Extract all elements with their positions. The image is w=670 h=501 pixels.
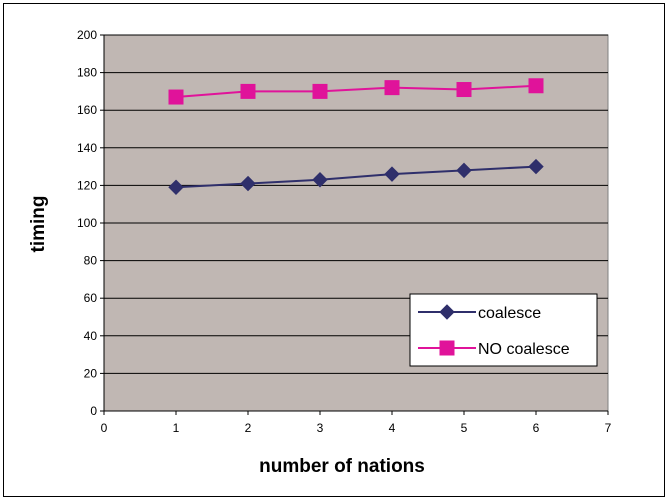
legend-marker-0 xyxy=(439,304,455,320)
y-tick-label-120: 120 xyxy=(77,178,97,192)
series-0-point-4 xyxy=(456,162,472,179)
y-tick-label-0: 0 xyxy=(90,404,97,418)
series-1-point-5 xyxy=(528,78,544,94)
series-1-point-2 xyxy=(312,83,328,99)
x-tick-label-0: 0 xyxy=(101,421,108,435)
y-tick-label-100: 100 xyxy=(77,216,97,230)
legend-marker-1 xyxy=(439,340,455,356)
x-tick-label-6: 6 xyxy=(533,421,540,435)
y-tick-label-200: 200 xyxy=(77,28,97,42)
legend: coalesce NO coalesce xyxy=(409,293,598,367)
series-line-1 xyxy=(175,84,537,99)
series-1-point-0 xyxy=(168,89,184,105)
x-tick-label-3: 3 xyxy=(317,421,324,435)
series-0 xyxy=(168,158,544,195)
x-tick-label-5: 5 xyxy=(461,421,468,435)
x-tick-label-4: 4 xyxy=(389,421,396,435)
x-tick-label-7: 7 xyxy=(605,421,612,435)
x-tick-labels: 0 1 2 3 4 5 6 7 xyxy=(101,411,612,435)
series-0-point-1 xyxy=(240,175,256,192)
series-1-point-3 xyxy=(384,80,400,96)
series-1-point-1 xyxy=(240,83,256,99)
y-tick-label-40: 40 xyxy=(84,329,98,343)
y-tick-label-140: 140 xyxy=(77,141,97,155)
series-1 xyxy=(168,78,544,105)
series-0-point-3 xyxy=(384,166,400,182)
y-tick-label-80: 80 xyxy=(84,254,98,268)
y-tick-labels: 0 20 40 60 80 100 120 140 160 180 200 xyxy=(77,28,104,418)
y-tick-label-160: 160 xyxy=(77,103,97,117)
series-layer xyxy=(168,78,544,195)
y-tick-label-20: 20 xyxy=(84,366,98,380)
y-axis-title: timing xyxy=(28,196,49,253)
series-1-point-4 xyxy=(456,82,472,98)
y-tick-label-60: 60 xyxy=(84,291,98,305)
x-axis-title: number of nations xyxy=(259,456,425,477)
series-0-point-5 xyxy=(528,158,544,175)
x-tick-label-2: 2 xyxy=(245,421,252,435)
legend-label-0: coalesce xyxy=(478,305,541,322)
series-line-0 xyxy=(175,165,537,189)
legend-label-1: NO coalesce xyxy=(478,341,570,358)
gridlines xyxy=(104,34,608,374)
series-0-point-2 xyxy=(312,172,328,188)
y-tick-label-180: 180 xyxy=(77,66,97,80)
x-tick-label-1: 1 xyxy=(173,421,180,435)
series-0-point-0 xyxy=(168,179,184,195)
